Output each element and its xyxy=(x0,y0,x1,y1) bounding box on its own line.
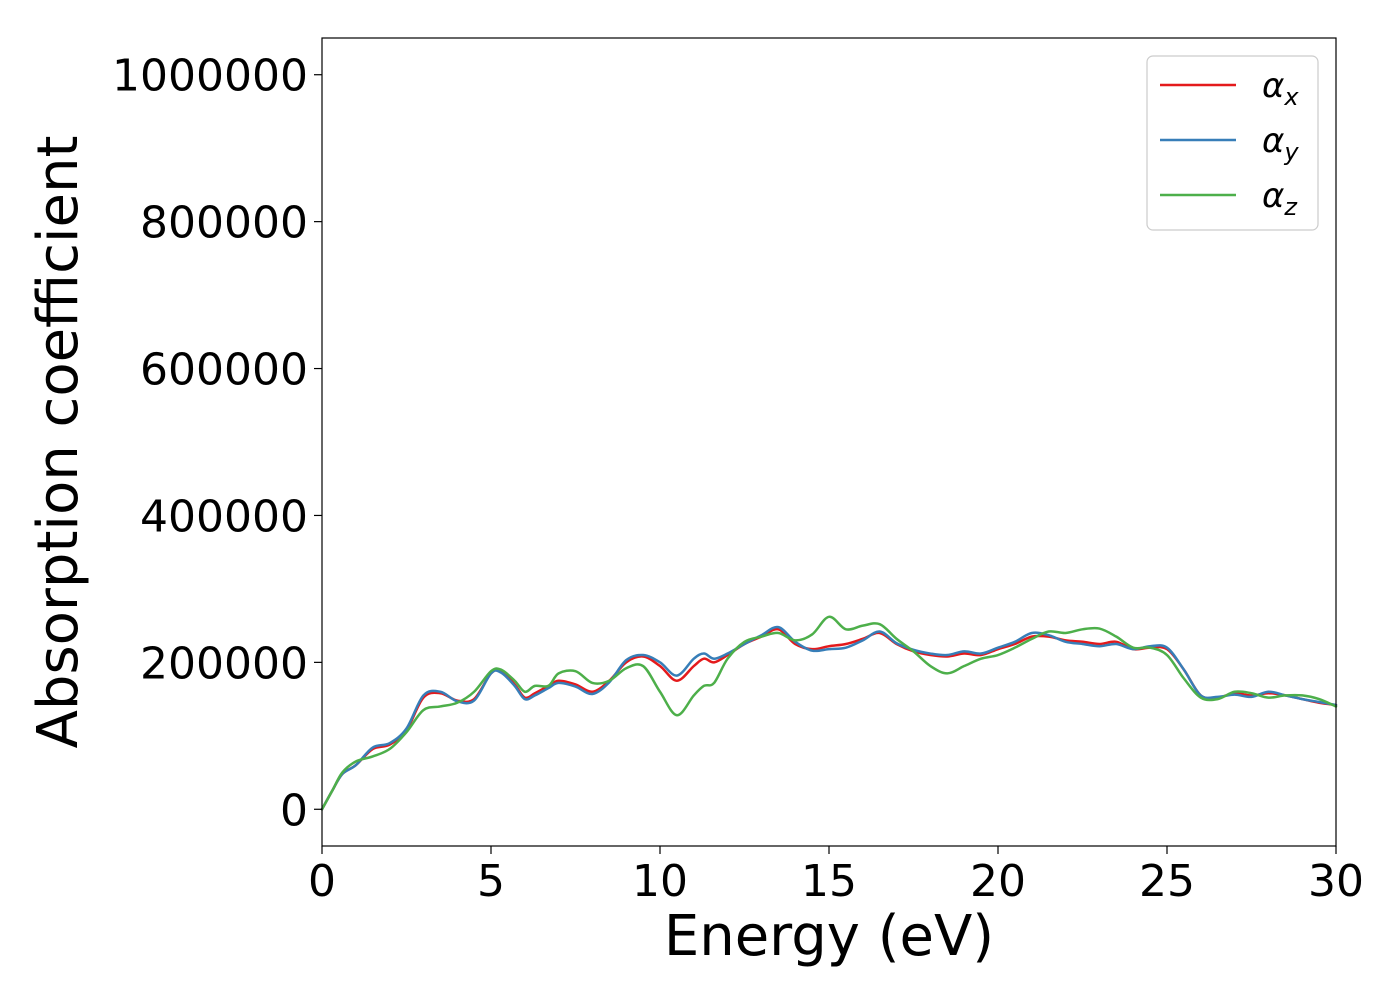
series-line-y xyxy=(320,625,1338,811)
x-axis-ticks: 0 5 10 15 20 25 30 xyxy=(308,846,1364,907)
x-tick-label: 25 xyxy=(1139,856,1195,907)
x-axis-label: Energy (eV) xyxy=(664,904,994,969)
y-tick-label: 200000 xyxy=(140,638,308,689)
x-tick-label: 20 xyxy=(970,856,1026,907)
y-axis-label: Absorption coefficient xyxy=(26,136,91,749)
legend-box xyxy=(1146,55,1319,231)
x-tick-label: 10 xyxy=(632,856,688,907)
x-tick-label: 15 xyxy=(801,856,857,907)
series-line-x xyxy=(320,627,1338,811)
x-tick-label: 0 xyxy=(308,856,336,907)
y-tick-label: 400000 xyxy=(140,491,308,542)
x-tick-label: 5 xyxy=(477,856,505,907)
y-tick-label: 1000000 xyxy=(112,51,308,102)
y-tick-label: 800000 xyxy=(140,198,308,249)
y-tick-label: 0 xyxy=(280,785,308,836)
y-tick-label: 600000 xyxy=(140,345,308,396)
series-line-z xyxy=(320,615,1338,811)
series-layer xyxy=(320,615,1338,811)
y-axis-ticks: 0 200000 400000 600000 800000 1000000 xyxy=(112,51,322,836)
x-tick-label: 30 xyxy=(1308,856,1364,907)
